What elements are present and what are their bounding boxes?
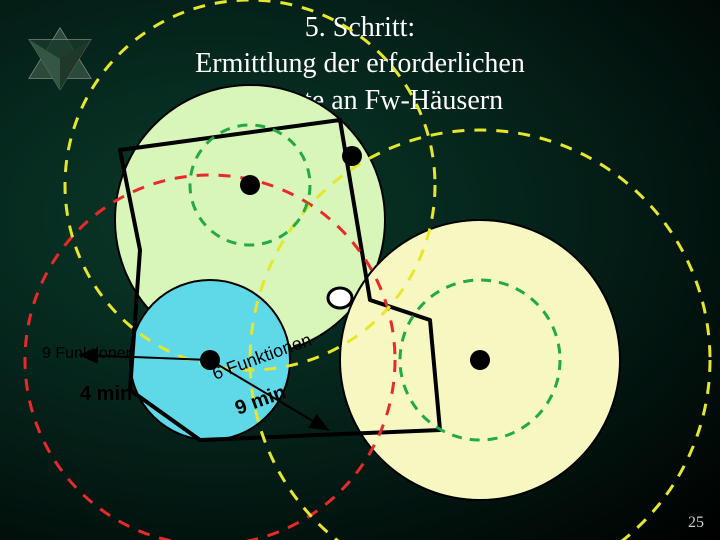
coverage-diagram: 9 Funktionen4 min6 Funktionen9 min [0, 0, 720, 540]
page-number: 25 [688, 514, 704, 532]
svg-text:9 Funktionen: 9 Funktionen [42, 345, 135, 362]
svg-text:4 min: 4 min [80, 383, 132, 405]
